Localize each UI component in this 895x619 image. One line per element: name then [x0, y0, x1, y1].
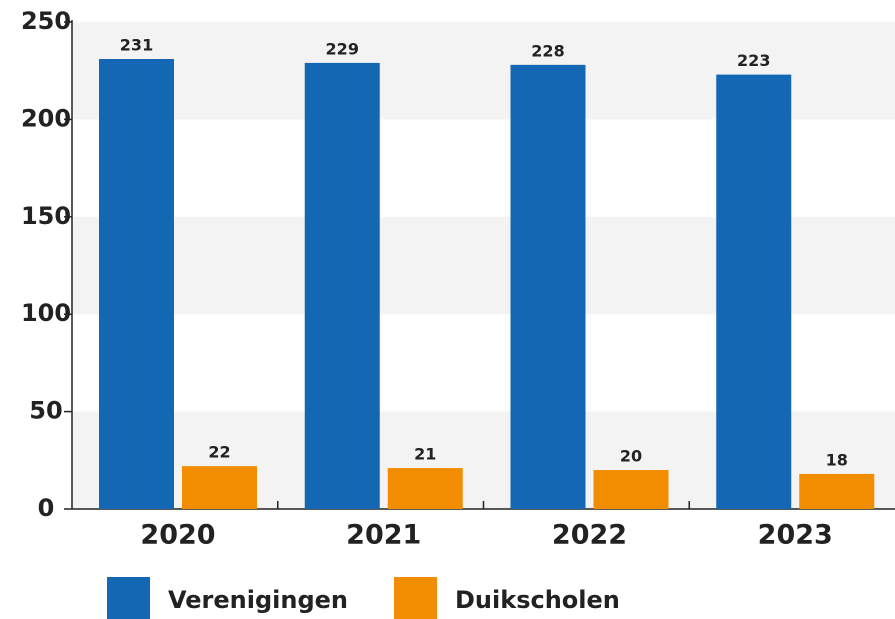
bar: [387, 468, 463, 509]
bar: [799, 473, 875, 509]
x-tick-label: 2022: [552, 520, 627, 551]
legend-label: Duikscholen: [455, 586, 620, 614]
y-tick-label: 150: [21, 202, 71, 230]
bar: [99, 59, 174, 510]
y-tick-label: 100: [21, 299, 71, 327]
bar: [593, 470, 669, 509]
x-tick-label: 2023: [758, 520, 833, 551]
data-label: 231: [120, 36, 153, 55]
data-label: 223: [737, 51, 770, 70]
y-tick-label: 250: [21, 7, 71, 35]
data-label: 21: [414, 445, 436, 464]
legend-swatch: [107, 577, 150, 619]
y-tick-label: 0: [38, 494, 55, 522]
legend-label: Verenigingen: [168, 586, 348, 614]
data-label: 229: [326, 39, 359, 58]
x-tick-label: 2020: [140, 520, 215, 551]
bar: [304, 62, 380, 510]
data-label: 18: [826, 450, 848, 469]
bar: [716, 74, 792, 509]
bar: [182, 466, 257, 509]
legend-swatch: [394, 577, 437, 619]
data-label: 22: [208, 443, 230, 462]
x-tick-label: 2021: [346, 520, 421, 551]
bar: [510, 64, 586, 509]
y-tick-label: 50: [29, 397, 62, 425]
y-tick-label: 200: [21, 104, 71, 132]
data-label: 20: [620, 447, 642, 466]
data-label: 228: [531, 41, 564, 60]
